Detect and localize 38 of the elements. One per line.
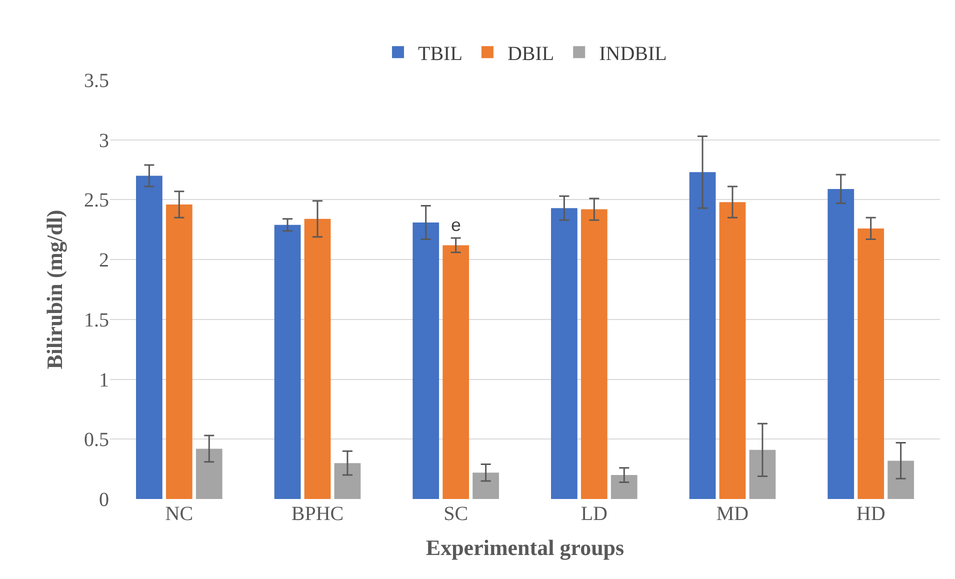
y-tick-label: 3.5 xyxy=(84,70,109,92)
bar xyxy=(472,472,499,499)
x-axis-title: Experimental groups xyxy=(426,534,625,560)
legend-label: TBIL xyxy=(418,42,462,65)
bar xyxy=(136,176,162,499)
bar xyxy=(196,448,222,499)
x-tick-label: LD xyxy=(580,503,608,525)
bar xyxy=(689,172,716,499)
y-axis-title: Bilirubin (mg/dl) xyxy=(42,210,67,370)
bar xyxy=(304,218,331,499)
y-tick-label: 0.5 xyxy=(84,429,109,452)
legend-label: INDBIL xyxy=(599,42,667,65)
y-tick-label: 0 xyxy=(99,489,109,511)
x-tick-label: BPHC xyxy=(291,503,344,525)
bar xyxy=(749,450,776,499)
bar xyxy=(719,202,746,499)
y-tick-label: 1.5 xyxy=(84,309,109,332)
bar xyxy=(551,208,578,499)
bar xyxy=(580,209,608,499)
bar xyxy=(610,475,638,499)
bar xyxy=(274,224,301,499)
bar xyxy=(858,228,884,499)
bar xyxy=(412,222,440,499)
annotation: e xyxy=(451,215,462,235)
y-tick-label: 2 xyxy=(99,250,109,272)
x-tick-label: HD xyxy=(856,503,886,525)
x-tick-label: NC xyxy=(165,503,194,525)
y-tick-label: 1 xyxy=(99,369,109,392)
bar xyxy=(334,463,361,499)
x-tick-label: MD xyxy=(716,503,749,525)
bar xyxy=(888,460,914,499)
y-tick-label: 3 xyxy=(99,130,109,152)
bar xyxy=(166,204,192,499)
bar xyxy=(442,245,470,499)
bar xyxy=(828,188,854,499)
x-tick-label: SC xyxy=(444,503,468,525)
y-tick-label: 2.5 xyxy=(84,190,109,212)
legend-label: DBIL xyxy=(507,42,554,65)
